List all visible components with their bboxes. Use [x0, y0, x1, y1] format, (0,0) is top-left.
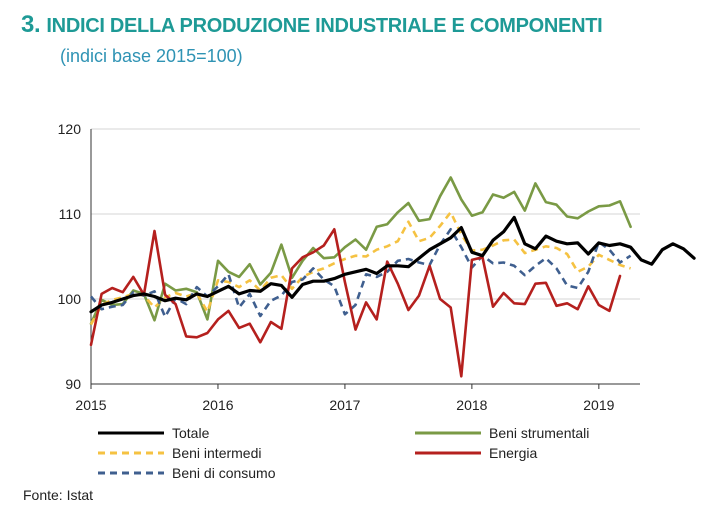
y-tick-label: 100	[58, 291, 82, 307]
y-tick-label: 110	[59, 206, 82, 222]
y-tick-label: 90	[65, 376, 81, 392]
chart-subtitle: (indici base 2015=100)	[60, 46, 243, 66]
series-line-energia	[89, 228, 622, 378]
x-tick-label: 2019	[583, 397, 614, 413]
x-tick-label: 2015	[75, 397, 106, 413]
chart-title: 3. INDICI DELLA PRODUZIONE INDUSTRIALE E …	[21, 11, 603, 39]
series-lines	[89, 176, 696, 378]
x-tick-label: 2017	[329, 397, 360, 413]
series-line-totale	[89, 215, 696, 314]
legend-label-totale: Totale	[172, 425, 210, 441]
series-line-beni-intermedi	[89, 211, 631, 326]
x-tick-label: 2016	[202, 397, 233, 413]
series-line-beni-strumentali	[89, 176, 632, 326]
legend-label-beni-intermedi: Beni intermedi	[172, 445, 262, 461]
chart-number: 3.	[21, 11, 41, 38]
source-note: Fonte: Istat	[23, 487, 94, 503]
y-tick-label: 120	[58, 121, 82, 137]
legend-label-beni-di-consumo: Beni di consumo	[172, 465, 276, 481]
axes: 90 100 110 120 2015 2016 2017 2018 2019	[58, 121, 640, 413]
x-tick-label: 2018	[456, 397, 487, 413]
chart-title-text: INDICI DELLA PRODUZIONE INDUSTRIALE E CO…	[46, 15, 603, 37]
legend: Totale Beni strumentali Beni intermedi Ener…	[98, 425, 589, 481]
legend-label-beni-strumentali: Beni strumentali	[489, 425, 589, 441]
legend-label-energia: Energia	[489, 445, 537, 461]
series-line-beni-di-consumo	[90, 228, 632, 319]
